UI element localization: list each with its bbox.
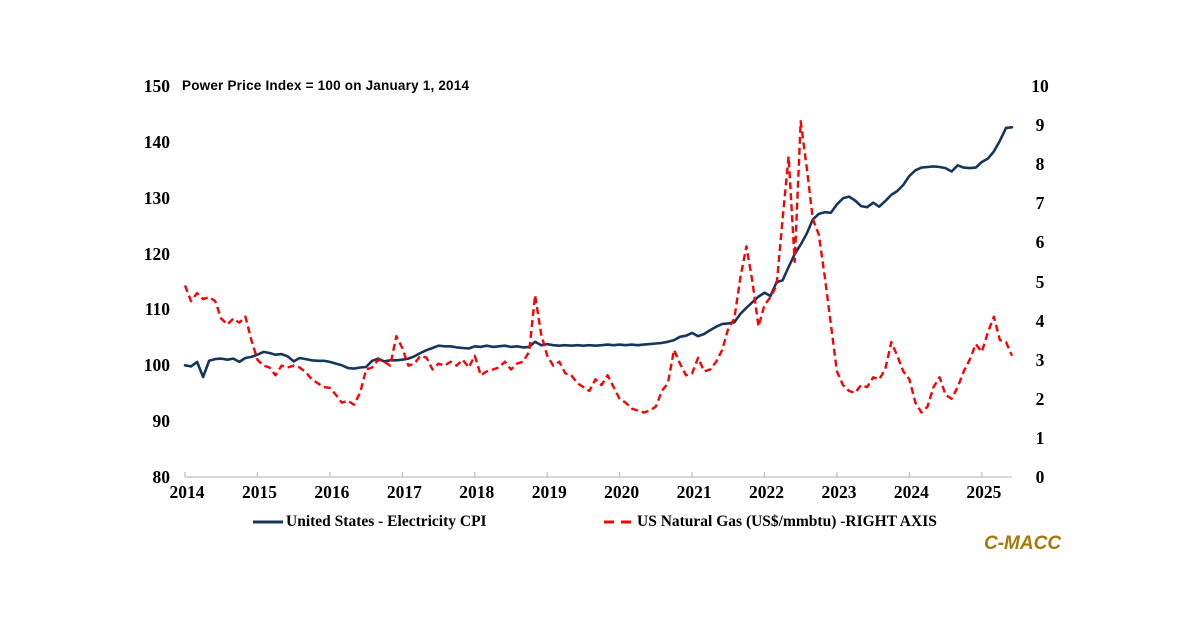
x-axis-tick-label: 2022: [749, 482, 784, 502]
y-axis-tick-label: 3: [1035, 349, 1045, 370]
legend-item-natural-gas: US Natural Gas (US$/mmbtu) -RIGHT AXIS: [604, 511, 937, 533]
natural-gas-series-line: [183, 119, 1014, 414]
y-axis-tick-label: 130: [143, 187, 170, 208]
x-axis-tick-label: 2023: [821, 482, 857, 502]
y-axis-tick-label: 5: [1035, 271, 1045, 292]
x-axis-tick-label: 2021: [676, 482, 712, 502]
x-axis-tick-label: 2025: [966, 482, 1002, 502]
y-axis-tick-label: 2: [1035, 388, 1045, 409]
x-axis-tick-label: 2018: [459, 482, 495, 502]
y-axis-tick-label: 1: [1035, 427, 1045, 448]
y-axis-tick-label: 8: [1035, 154, 1045, 175]
y-axis-tick-label: 80: [152, 467, 171, 487]
x-axis-tick-label: 2017: [386, 482, 422, 502]
electricity-cpi-series-line: [183, 126, 1014, 379]
y-axis-tick-label: 10: [1031, 76, 1049, 96]
y-axis-tick-label: 4: [1035, 310, 1045, 331]
y-axis-tick-label: 100: [143, 355, 170, 376]
x-axis-tick-label: 2019: [531, 482, 567, 502]
chart-title: Power Price Index = 100 on January 1, 20…: [182, 78, 470, 93]
y-axis-tick-label: 150: [143, 76, 170, 96]
cmacc-logo: C-MACC: [984, 533, 1062, 554]
legend-label-natural-gas: US Natural Gas (US$/mmbtu) -RIGHT AXIS: [637, 513, 937, 530]
y-axis-tick-label: 9: [1035, 115, 1045, 136]
legend-item-electricity-cpi: United States - Electricity CPI: [253, 511, 487, 533]
x-axis-tick-label: 2024: [893, 482, 929, 502]
x-axis-tick-label: 2020: [604, 482, 640, 502]
legend-label-electricity-cpi: United States - Electricity CPI: [286, 513, 487, 530]
x-axis-tick-label: 2016: [314, 482, 350, 502]
y-axis-tick-label: 6: [1035, 232, 1045, 253]
dashed-line-swatch: [604, 520, 634, 524]
y-axis-tick-label: 90: [152, 411, 171, 432]
y-axis-tick-label: 0: [1035, 467, 1045, 487]
y-axis-tick-label: 7: [1035, 193, 1045, 214]
y-axis-tick-label: 110: [144, 299, 170, 320]
solid-line-swatch: [253, 520, 283, 524]
y-axis-tick-label: 140: [143, 131, 170, 152]
x-axis-tick-label: 2014: [169, 482, 205, 502]
y-axis-tick-label: 120: [143, 243, 170, 264]
x-axis-tick-label: 2015: [241, 482, 277, 502]
